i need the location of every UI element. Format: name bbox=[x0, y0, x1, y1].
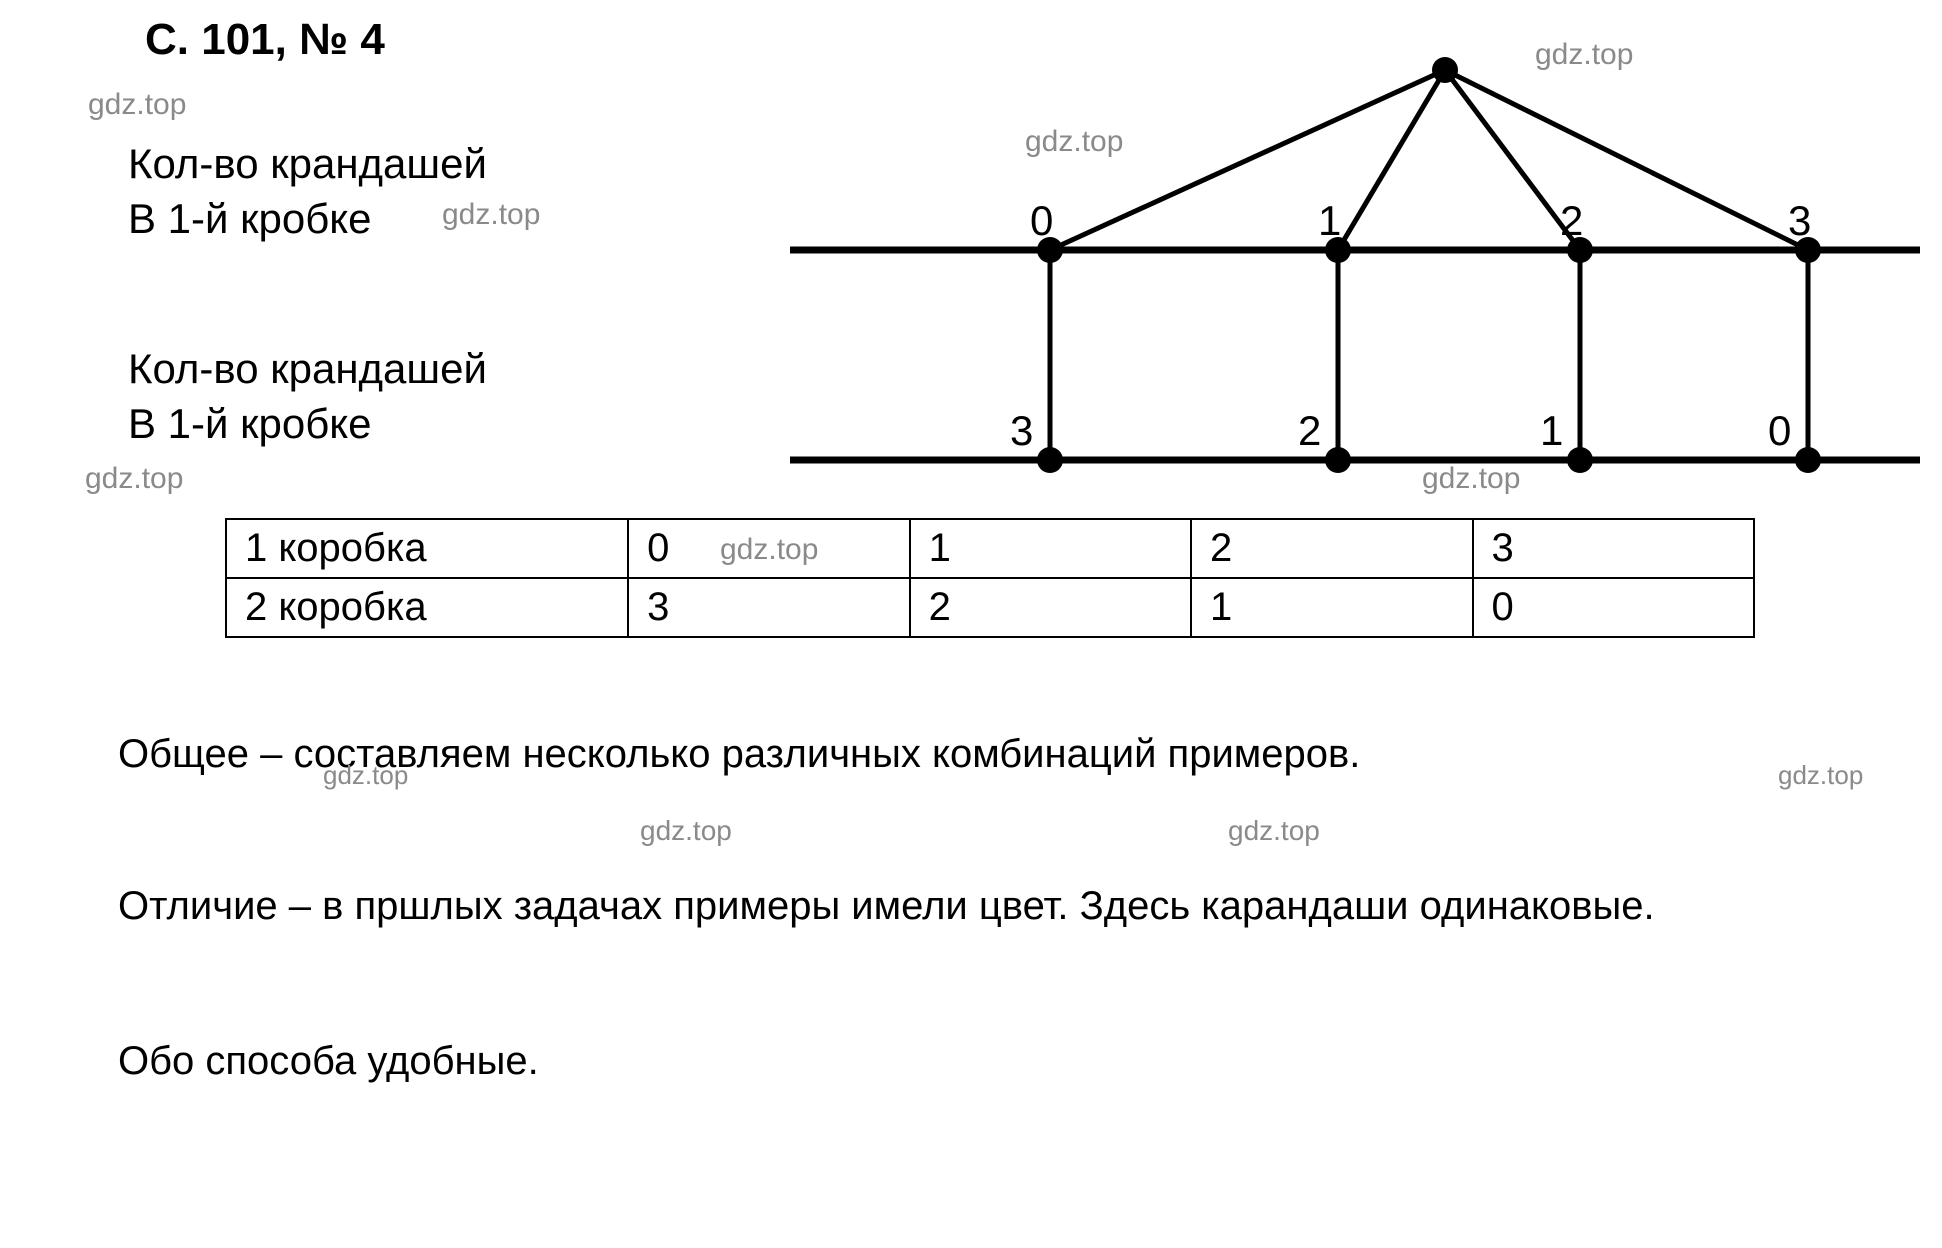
label-row1-line1: Кол-во крандашей bbox=[128, 140, 487, 188]
watermark: gdz.top bbox=[323, 760, 408, 791]
table-cell: 1 bbox=[910, 519, 1191, 578]
diagram-svg: 0 1 2 3 3 2 1 0 bbox=[790, 45, 1920, 485]
paragraph-3: Обо способа удобные. bbox=[58, 1035, 1888, 1087]
svg-text:1: 1 bbox=[1318, 197, 1341, 244]
label-row1-line2: В 1-й кробке bbox=[128, 195, 372, 243]
watermark: gdz.top bbox=[1535, 38, 1633, 72]
svg-text:3: 3 bbox=[1788, 197, 1811, 244]
watermark: gdz.top bbox=[720, 533, 818, 567]
label-row2-line2: В 1-й кробке bbox=[128, 400, 372, 448]
label-row2-line1: Кол-во крандашей bbox=[128, 345, 487, 393]
table-header-cell: 2 коробка bbox=[226, 578, 628, 637]
paragraph-text: Общее – составляем несколько различных к… bbox=[118, 732, 1360, 776]
watermark: gdz.top bbox=[88, 88, 186, 122]
table-cell: 1 bbox=[1191, 578, 1472, 637]
page-heading: С. 101, № 4 bbox=[145, 15, 385, 65]
paragraph-text: Отличие – в пршлых задачах примеры имели… bbox=[118, 884, 1655, 928]
watermark: gdz.top bbox=[1228, 815, 1320, 847]
tree-diagram: 0 1 2 3 3 2 1 0 bbox=[790, 45, 1890, 485]
svg-text:3: 3 bbox=[1010, 407, 1033, 454]
watermark: gdz.top bbox=[1778, 760, 1863, 791]
svg-text:0: 0 bbox=[1030, 197, 1053, 244]
table-row: 1 коробка 0 1 2 3 bbox=[226, 519, 1754, 578]
watermark: gdz.top bbox=[1025, 125, 1123, 159]
table-cell: 3 bbox=[628, 578, 909, 637]
table-row: 2 коробка 3 2 1 0 bbox=[226, 578, 1754, 637]
table-cell: 2 bbox=[1191, 519, 1472, 578]
svg-text:2: 2 bbox=[1298, 407, 1321, 454]
data-table: 1 коробка 0 1 2 3 2 коробка 3 2 1 0 bbox=[225, 518, 1755, 638]
table-cell: 2 bbox=[910, 578, 1191, 637]
watermark: gdz.top bbox=[442, 198, 540, 232]
svg-text:2: 2 bbox=[1560, 197, 1583, 244]
paragraph-text: Обо способа удобные. bbox=[118, 1039, 539, 1083]
svg-text:0: 0 bbox=[1768, 407, 1791, 454]
paragraph-2: Отличие – в пршлых задачах примеры имели… bbox=[58, 880, 1888, 932]
watermark: gdz.top bbox=[640, 815, 732, 847]
table-header-cell: 1 коробка bbox=[226, 519, 628, 578]
table-cell: 0 bbox=[1473, 578, 1755, 637]
svg-text:1: 1 bbox=[1540, 407, 1563, 454]
watermark: gdz.top bbox=[85, 462, 183, 496]
watermark: gdz.top bbox=[1422, 462, 1520, 496]
table-cell: 3 bbox=[1473, 519, 1755, 578]
